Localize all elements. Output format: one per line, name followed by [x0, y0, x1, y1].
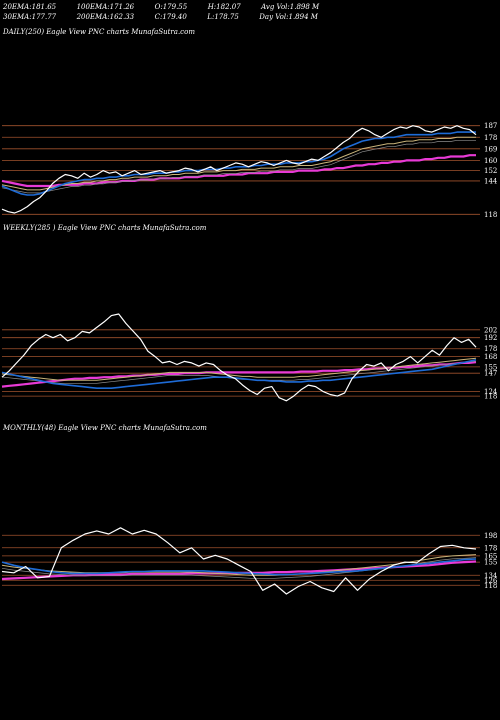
low-label: L:: [207, 13, 215, 21]
ema-mid-line: [1, 357, 477, 381]
ema-fast-line: [1, 558, 477, 576]
y-tick-label: 155: [484, 363, 497, 371]
ema200-value: 162.33: [109, 13, 135, 21]
ema-fast-line: [1, 131, 476, 196]
ema20-value: 181.65: [31, 3, 57, 11]
y-tick-label: 187: [484, 122, 497, 130]
header-row-2: 30EMA:177.77 200EMA:162.33 C:179.40 L:17…: [3, 13, 318, 21]
high-label: H:: [207, 3, 217, 11]
y-tick-label: 178: [484, 544, 497, 552]
y-tick-label: 160: [484, 157, 497, 165]
ema200-label: 200EMA:: [76, 13, 110, 21]
header-row-1: 20EMA:181.65 100EMA:171.26 O:179.55 H:18…: [3, 3, 319, 11]
y-tick-label: 178: [484, 345, 497, 353]
y-tick-label: 198: [484, 532, 497, 540]
panel-title: DAILY(250) Eagle View PNC charts MunafaS…: [2, 28, 195, 36]
price-line: [1, 527, 477, 595]
ema-mid-line: [1, 136, 476, 191]
avg-vol-label: Avg Vol:: [261, 3, 290, 11]
y-tick-label: 118: [484, 393, 497, 401]
y-tick-label: 144: [484, 177, 498, 185]
ema20-label: 20EMA:: [3, 3, 32, 11]
ema30-label: 30EMA:: [3, 13, 32, 21]
y-tick-label: 124: [484, 388, 498, 396]
y-tick-label: 126: [484, 577, 498, 585]
ema-slow-line: [1, 560, 477, 581]
price-line: [1, 313, 477, 402]
y-tick-label: 118: [484, 211, 497, 219]
y-tick-label: 202: [484, 326, 497, 334]
panel-title: WEEKLY(285 ) Eagle View PNC charts Munaf…: [3, 224, 207, 232]
high-value: 182.07: [216, 3, 241, 11]
price-line: [1, 125, 477, 214]
avg-vol-value: 1.898 M: [289, 3, 320, 11]
daily-chart: DAILY(250) Eagle View PNC charts MunafaS…: [1, 28, 498, 219]
ema-fast-line: [1, 359, 477, 389]
y-tick-label: 169: [484, 145, 497, 153]
y-tick-label: 165: [484, 552, 497, 560]
y-tick-label: 168: [484, 353, 497, 361]
ema100-value: 171.26: [109, 3, 135, 11]
y-tick-label: 155: [484, 559, 497, 567]
panel-title: MONTHLY(48) Eagle View PNC charts Munafa…: [2, 424, 207, 432]
y-tick-label: 147: [484, 370, 497, 378]
y-tick-label: 118: [484, 582, 497, 590]
close-label: C:: [154, 13, 163, 21]
close-value: 179.40: [162, 13, 187, 21]
day-vol-label: Day Vol:: [259, 13, 289, 21]
y-tick-label: 178: [484, 134, 497, 142]
ema-slow-line: [1, 361, 477, 388]
y-tick-label: 192: [484, 334, 497, 342]
y-tick-label: 134: [484, 572, 498, 580]
low-value: 178.75: [214, 13, 239, 21]
day-vol-value: 1.894 M: [288, 13, 318, 21]
open-label: O:: [154, 3, 163, 11]
ema30-value: 177.77: [31, 13, 57, 21]
open-value: 179.55: [162, 3, 188, 11]
y-tick-label: 152: [484, 167, 497, 175]
ema100-label: 100EMA:: [76, 3, 110, 11]
ema-slow-line: [1, 154, 476, 188]
monthly-chart: MONTHLY(48) Eagle View PNC charts Munafa…: [1, 424, 498, 595]
weekly-chart: WEEKLY(285 ) Eagle View PNC charts Munaf…: [1, 224, 498, 402]
ema-band-line: [1, 139, 476, 194]
